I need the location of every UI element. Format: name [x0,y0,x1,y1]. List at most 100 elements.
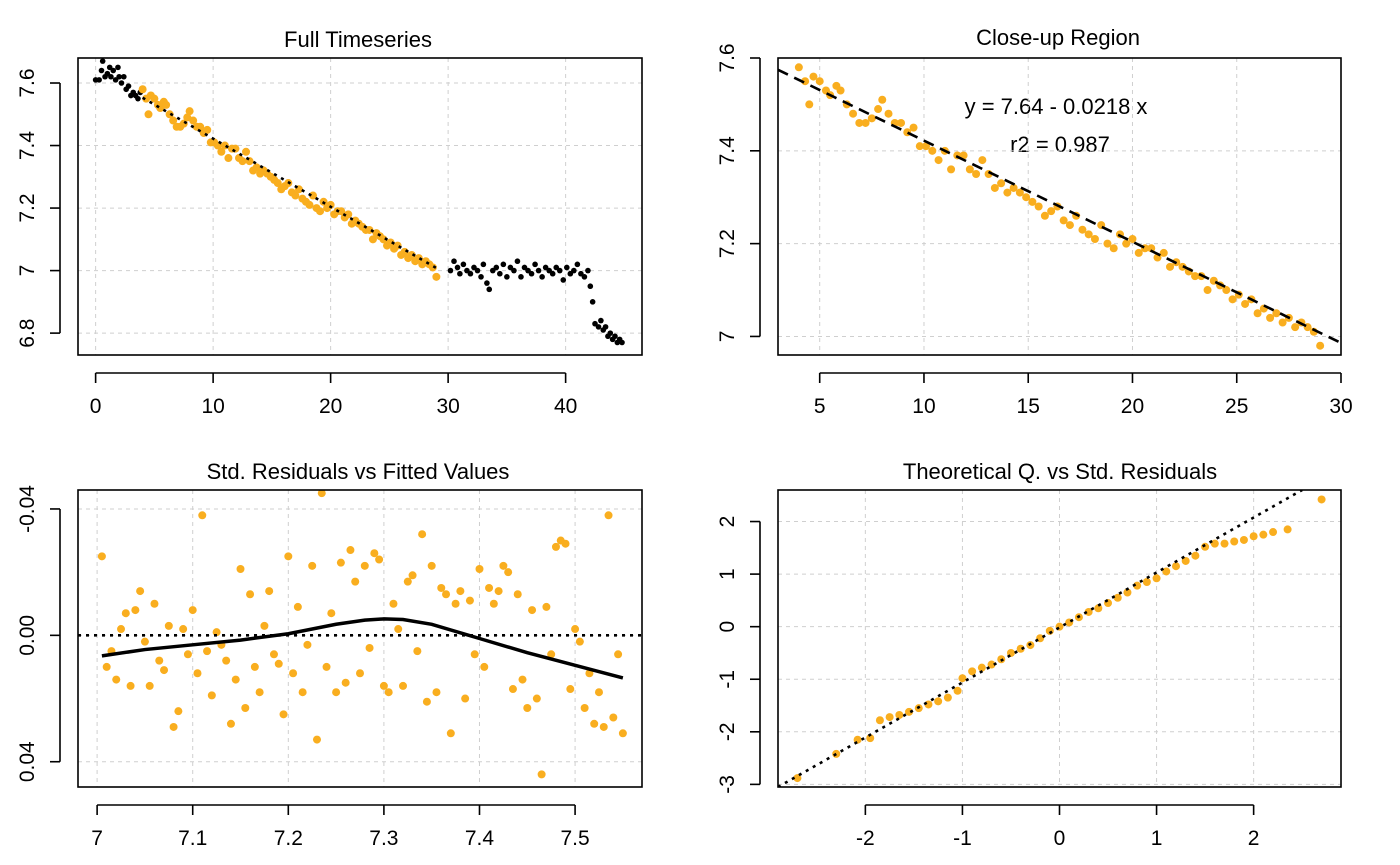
data-point [116,73,122,80]
data-point [556,267,563,274]
data-point [1162,567,1171,576]
data-point [451,599,460,608]
data-point [1291,323,1300,332]
data-point [255,688,264,697]
data-point [1159,248,1168,257]
equation-annotation: y = 7.64 - 0.0218 x [965,94,1148,119]
data-point [922,142,931,151]
data-point [571,625,580,634]
data-point [614,650,623,659]
data-point [897,118,906,127]
data-point [595,324,602,330]
data-point [179,625,188,634]
data-point [915,142,924,151]
data-point [1191,551,1200,560]
data-point [198,511,207,520]
data-point [1278,318,1287,327]
data-point [1259,530,1268,539]
smooth-fit-line [101,617,624,680]
data-point [422,697,431,706]
x-tick-label: 30 [1329,395,1352,418]
data-point [561,539,570,548]
data-point [379,681,388,690]
data-point [269,650,278,659]
data-point [1203,286,1212,295]
x-tick-label: 7.2 [274,827,303,850]
x-tick-label: 0 [90,395,102,418]
data-point [987,660,996,669]
data-point [125,83,132,89]
data-point [866,734,875,743]
x-tick-label: 2 [1248,827,1260,850]
x-tick-label: 7.3 [369,827,398,850]
y-tick-label: -1 [716,670,739,689]
data-point [456,587,465,596]
data-point [447,267,454,274]
data-point [575,637,584,646]
data-point [408,571,417,580]
x-tick-label: 7.4 [465,827,495,850]
data-point [566,685,575,694]
data-point [551,542,560,551]
data-point [1084,230,1093,239]
data-point [394,625,403,634]
data-point [162,100,171,109]
data-point [183,650,192,659]
y-tick-label: 7.4 [716,136,739,166]
data-point [465,596,474,605]
x-tick-label: 30 [436,395,459,418]
data-point [368,235,377,244]
data-point [418,530,427,539]
r2-annotation: r2 = 0.987 [1010,132,1110,157]
data-point [1283,525,1292,534]
data-point [537,770,546,779]
data-point [224,154,233,163]
data-point [878,95,887,104]
data-point [1128,234,1137,243]
data-point [226,719,235,728]
data-point [265,587,274,596]
data-point [836,86,845,95]
data-point [136,587,145,596]
x-tick-label: 20 [1121,395,1144,418]
data-point [203,647,212,656]
data-point [117,625,126,634]
data-point [451,258,457,265]
data-point [585,267,591,274]
data-point [1201,542,1210,551]
data-point [185,107,194,116]
plot-area: 5 10 15 20 25 30 7 7.2 7.4 7.6 [716,43,1353,418]
data-point [909,123,918,132]
data-point [1047,207,1056,216]
data-point [260,621,269,630]
data-point [619,339,625,346]
data-point [1084,607,1093,616]
data-point [231,144,240,153]
data-point [293,602,302,611]
data-point [587,283,594,290]
data-point [905,707,914,716]
data-point [474,267,481,274]
data-point [207,691,216,700]
data-point [115,64,121,71]
data-point [460,261,467,268]
data-point [513,590,522,599]
panel-close-up-region: Close-up Region y = 7.64 - 0.0218 x r2 =… [716,25,1353,418]
data-point [1266,313,1275,322]
data-point [399,681,408,690]
data-point [594,688,603,697]
data-point [98,67,105,74]
data-point [1166,262,1175,271]
x-tick-label: 10 [201,395,224,418]
x-tick-label: 25 [1225,395,1248,418]
data-point [609,713,618,722]
data-point [475,564,484,573]
data-point [432,272,441,281]
data-point [203,125,212,134]
data-point [1191,272,1200,281]
data-point [928,146,937,155]
data-point [1249,532,1258,541]
y-tick-label: -0.04 [16,485,39,533]
data-point [518,675,527,684]
data-point [1142,577,1151,586]
